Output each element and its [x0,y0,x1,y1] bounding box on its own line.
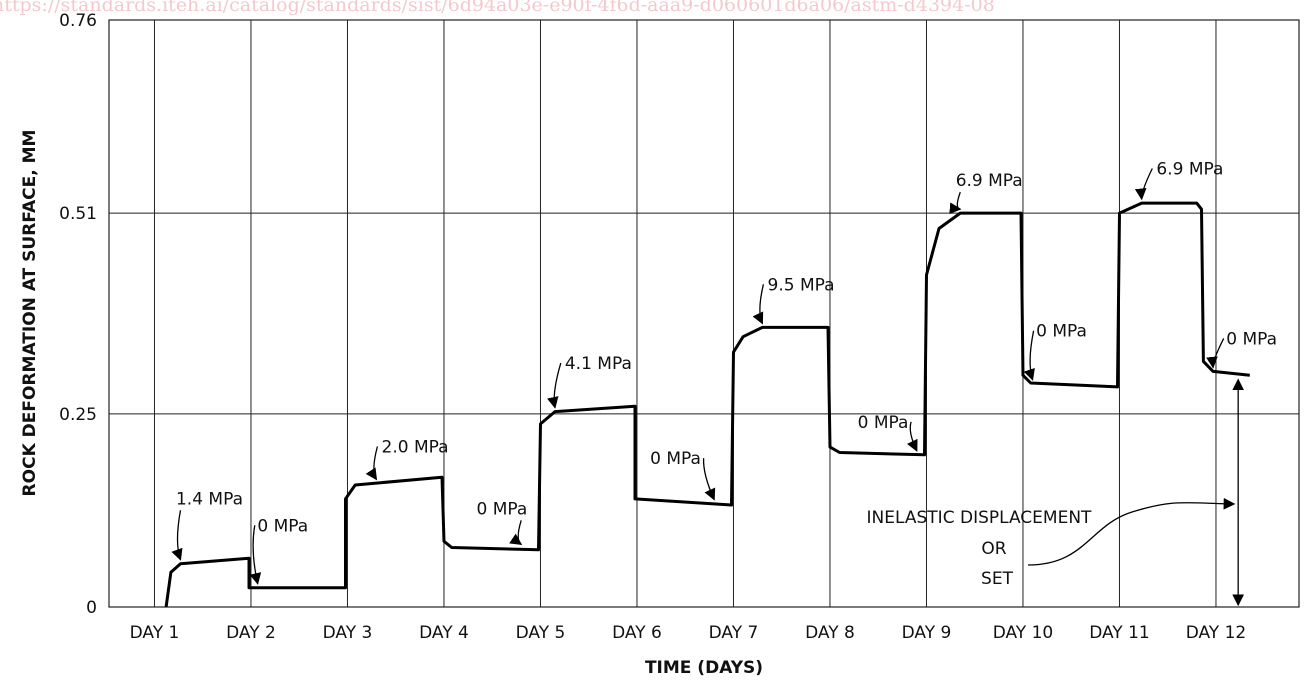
pressure-label: 6.9 MPa [956,171,1023,191]
watermark-url: https://standards.iteh.ai/catalog/standa… [0,0,995,16]
x-tick-label: DAY 3 [323,623,373,643]
pressure-label: 0 MPa [257,516,308,536]
pressure-arrow [1206,338,1225,369]
deformation-line [164,201,1250,608]
x-tick-label: DAY 7 [709,623,759,643]
x-tick-label: DAY 2 [226,623,276,643]
y-tick-label: 0.25 [59,405,97,425]
x-tick-label: DAY 6 [612,623,662,643]
pressure-arrow [365,446,379,481]
callout-text: INELASTIC DISPLACEMENT [867,508,1093,528]
pressure-arrow [547,362,562,409]
x-tick-label: DAY 11 [1089,623,1150,643]
pressure-arrow [1134,168,1153,201]
pressure-arrow [702,458,716,501]
pressure-label: 4.1 MPa [565,354,632,374]
pressure-label: 0 MPa [1226,329,1277,349]
pressure-label: 9.5 MPa [768,275,835,295]
pressure-label: 0 MPa [650,449,701,469]
grid [109,20,1299,607]
callout-text: OR [981,539,1006,559]
x-tick-label: DAY 10 [993,623,1054,643]
inelastic-displacement-callout: INELASTIC DISPLACEMENT OR SET [867,378,1245,607]
x-tick-label: DAY 5 [516,623,566,643]
x-tick-label: DAY 1 [130,623,180,643]
x-axis-title: TIME (DAYS) [645,658,763,678]
y-axis-title: ROCK DEFORMATION AT SURFACE, MM [20,130,40,497]
x-tick-label: DAY 8 [805,623,855,643]
plot-frame [108,19,1300,608]
y-axis: 0 0.25 0.51 0.76 [59,11,97,618]
pressure-arrow [752,284,765,325]
pressure-arrow [171,510,183,561]
pressure-arrow [906,421,918,452]
pressure-arrow [509,520,523,545]
pressure-arrow [949,191,962,215]
x-tick-label: DAY 9 [902,623,952,643]
pressure-label: 1.4 MPa [176,489,243,509]
pressure-label: 6.9 MPa [1156,159,1223,179]
x-tick-label: DAY 4 [419,623,469,643]
x-tick-label: DAY 12 [1186,623,1247,643]
callout-leader [1027,497,1236,566]
pressure-annotations: 1.4 MPa 0 MPa 2.0 MPa 0 MPa 4.1 MPa 0 MPa 9.5 … [171,159,1277,585]
pressure-arrow [249,525,262,585]
pressure-arrow [1023,330,1035,381]
x-axis: DAY 1 DAY 2 DAY 3 DAY 4 DAY 5 DAY 6 DAY 7 DAY 8… [130,623,1247,643]
pressure-label: 0 MPa [476,499,527,519]
y-tick-label: 0.51 [59,204,97,224]
y-tick-label: 0.76 [59,11,97,31]
pressure-label: 0 MPa [1036,322,1087,342]
pressure-label: 2.0 MPa [382,438,449,458]
callout-text: SET [981,569,1014,589]
pressure-label: 0 MPa [858,413,909,433]
y-tick-label: 0 [86,598,97,618]
